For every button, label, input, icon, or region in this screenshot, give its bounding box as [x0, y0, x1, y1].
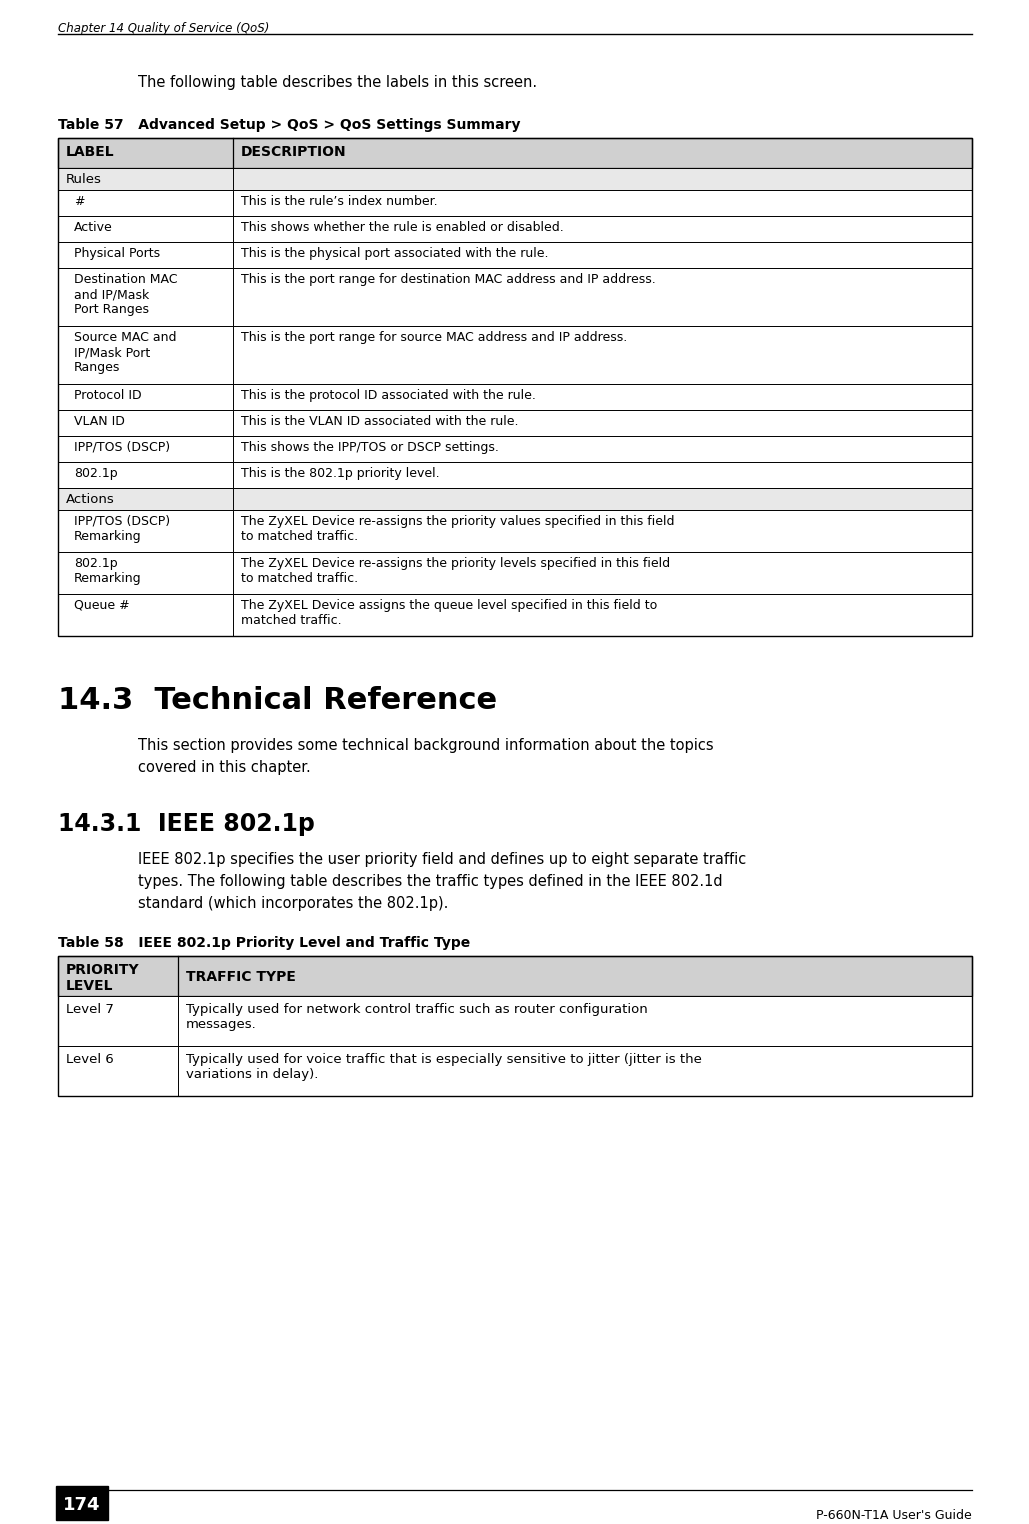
Text: The ZyXEL Device re-assigns the priority levels specified in this field
to match: The ZyXEL Device re-assigns the priority… [241, 556, 670, 585]
Bar [58, 997, 972, 1045]
Text: Level 6: Level 6 [66, 1053, 114, 1065]
Text: Typically used for voice traffic that is especially sensitive to jitter (jitter : Typically used for voice traffic that is… [186, 1053, 702, 1081]
Text: 174: 174 [63, 1497, 101, 1513]
Bar [58, 997, 178, 1045]
Bar [58, 139, 972, 636]
Text: Level 7: Level 7 [66, 1003, 114, 1017]
Bar [58, 410, 972, 436]
Bar [58, 1045, 178, 1096]
Bar [58, 436, 233, 462]
Text: covered in this chapter.: covered in this chapter. [138, 760, 311, 776]
Text: VLAN ID: VLAN ID [74, 415, 125, 428]
Text: 802.1p: 802.1p [74, 466, 117, 480]
Text: PRIORITY: PRIORITY [66, 963, 140, 977]
Text: #: # [74, 195, 84, 207]
Bar [58, 488, 233, 511]
Text: This is the 802.1p priority level.: This is the 802.1p priority level. [241, 466, 439, 480]
Text: Rules: Rules [66, 174, 102, 186]
Text: This is the rule’s index number.: This is the rule’s index number. [241, 195, 437, 207]
Text: IPP/TOS (DSCP): IPP/TOS (DSCP) [74, 440, 170, 454]
Bar [58, 462, 972, 488]
Bar [56, 1486, 108, 1519]
Text: This is the protocol ID associated with the rule.: This is the protocol ID associated with … [241, 389, 536, 402]
Bar [58, 1045, 972, 1096]
Bar [58, 242, 972, 268]
Text: IEEE 802.1p specifies the user priority field and defines up to eight separate t: IEEE 802.1p specifies the user priority … [138, 852, 746, 867]
Text: IPP/TOS (DSCP)
Remarking: IPP/TOS (DSCP) Remarking [74, 515, 170, 543]
Text: TRAFFIC TYPE: TRAFFIC TYPE [186, 969, 296, 985]
Bar [58, 552, 233, 594]
Bar [58, 410, 233, 436]
Bar [58, 956, 972, 997]
Bar [58, 168, 972, 190]
Text: Source MAC and
IP/Mask Port
Ranges: Source MAC and IP/Mask Port Ranges [74, 331, 177, 373]
Bar [58, 242, 233, 268]
Bar [58, 594, 233, 636]
Text: 14.3  Technical Reference: 14.3 Technical Reference [58, 686, 497, 715]
Text: This is the port range for source MAC address and IP address.: This is the port range for source MAC ad… [241, 331, 628, 344]
Text: Protocol ID: Protocol ID [74, 389, 142, 402]
Bar [58, 436, 972, 462]
Bar [58, 216, 972, 242]
Text: DESCRIPTION: DESCRIPTION [241, 145, 347, 158]
Text: This is the VLAN ID associated with the rule.: This is the VLAN ID associated with the … [241, 415, 519, 428]
Text: Active: Active [74, 221, 113, 235]
Text: The ZyXEL Device assigns the queue level specified in this field to
matched traf: The ZyXEL Device assigns the queue level… [241, 599, 658, 626]
Bar [58, 139, 972, 168]
Bar [58, 511, 233, 552]
Bar [58, 384, 972, 410]
Bar [58, 268, 972, 326]
Text: LEVEL: LEVEL [66, 978, 113, 994]
Text: This section provides some technical background information about the topics: This section provides some technical bac… [138, 738, 714, 753]
Bar [58, 552, 972, 594]
Text: This is the physical port associated with the rule.: This is the physical port associated wit… [241, 247, 548, 261]
Bar [58, 384, 233, 410]
Text: This is the port range for destination MAC address and IP address.: This is the port range for destination M… [241, 273, 655, 287]
Bar [58, 462, 233, 488]
Text: This shows the IPP/TOS or DSCP settings.: This shows the IPP/TOS or DSCP settings. [241, 440, 499, 454]
Bar [58, 956, 972, 1096]
Bar [58, 168, 233, 190]
Bar [58, 268, 233, 326]
Text: Chapter 14 Quality of Service (QoS): Chapter 14 Quality of Service (QoS) [58, 21, 270, 35]
Bar [58, 190, 233, 216]
Text: standard (which incorporates the 802.1p).: standard (which incorporates the 802.1p)… [138, 896, 449, 911]
Bar [58, 488, 972, 511]
Text: Physical Ports: Physical Ports [74, 247, 161, 261]
Bar [58, 511, 972, 552]
Text: types. The following table describes the traffic types defined in the IEEE 802.1: types. The following table describes the… [138, 873, 722, 888]
Text: P-660N-T1A User's Guide: P-660N-T1A User's Guide [816, 1509, 972, 1522]
Text: The ZyXEL Device re-assigns the priority values specified in this field
to match: The ZyXEL Device re-assigns the priority… [241, 515, 674, 543]
Text: Actions: Actions [66, 492, 115, 506]
Text: The following table describes the labels in this screen.: The following table describes the labels… [138, 75, 537, 90]
Text: Typically used for network control traffic such as router configuration
messages: Typically used for network control traff… [186, 1003, 647, 1032]
Text: This shows whether the rule is enabled or disabled.: This shows whether the rule is enabled o… [241, 221, 564, 235]
Text: Table 58   IEEE 802.1p Priority Level and Traffic Type: Table 58 IEEE 802.1p Priority Level and … [58, 936, 470, 949]
Bar [58, 190, 972, 216]
Text: LABEL: LABEL [66, 145, 114, 158]
Bar [58, 216, 233, 242]
Bar [58, 326, 233, 384]
Text: 14.3.1  IEEE 802.1p: 14.3.1 IEEE 802.1p [58, 812, 315, 837]
Bar [58, 326, 972, 384]
Text: Table 57   Advanced Setup > QoS > QoS Settings Summary: Table 57 Advanced Setup > QoS > QoS Sett… [58, 117, 521, 133]
Text: Destination MAC
and IP/Mask
Port Ranges: Destination MAC and IP/Mask Port Ranges [74, 273, 177, 315]
Text: Queue #: Queue # [74, 599, 130, 613]
Text: 802.1p
Remarking: 802.1p Remarking [74, 556, 142, 585]
Bar [58, 594, 972, 636]
